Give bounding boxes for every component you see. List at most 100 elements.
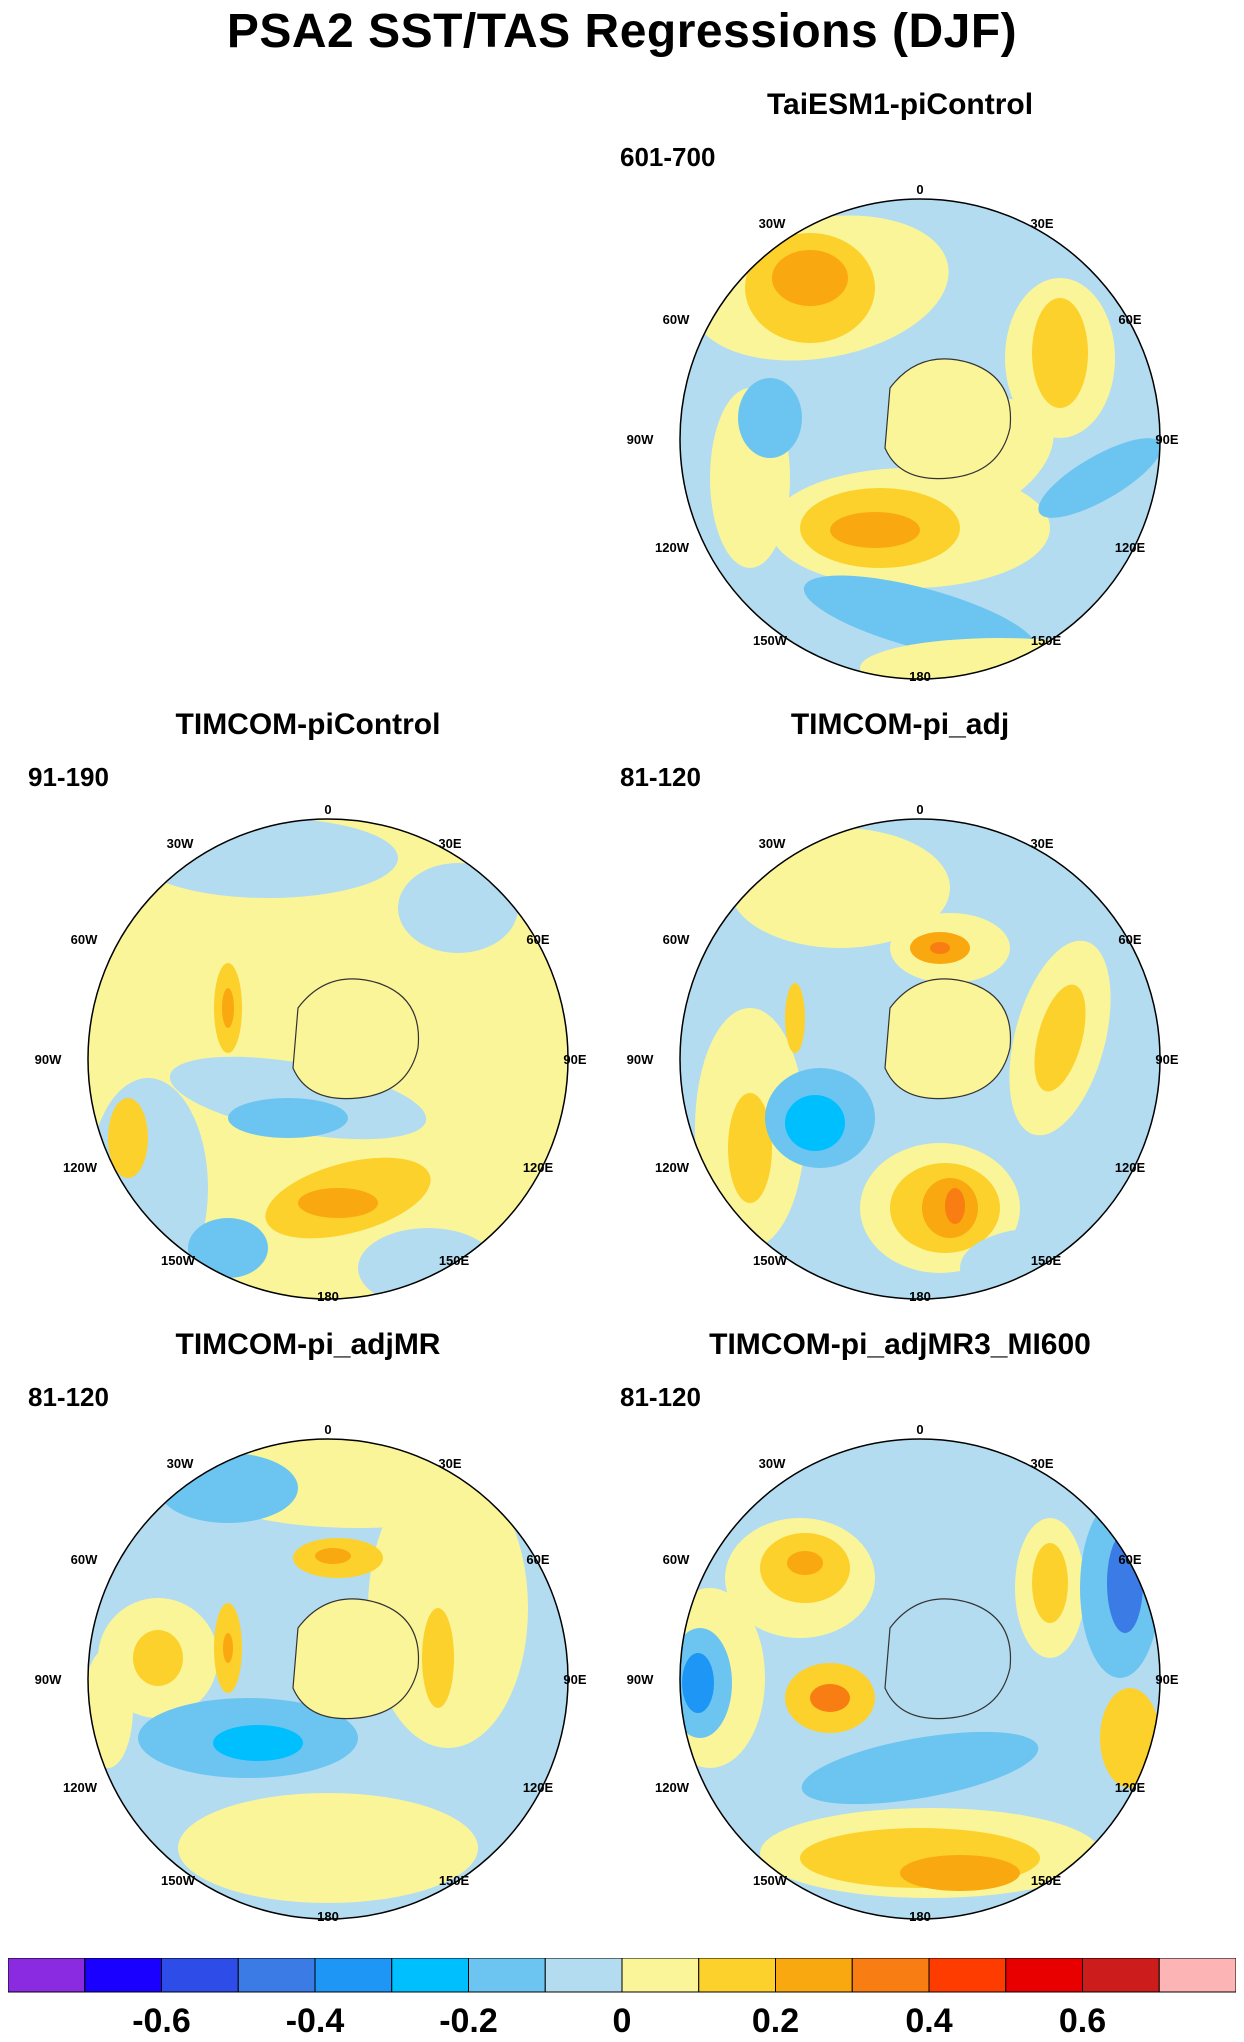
lon-label: 60E [1118,932,1141,947]
lon-label: 60W [663,1552,690,1567]
colorbar-swatch [1158,1957,1237,1993]
lon-label: 60E [1118,312,1141,327]
lon-label: 150W [753,633,788,648]
lon-label: 180 [909,669,931,684]
lon-label: 120E [523,1780,554,1795]
lon-label: 150W [161,1873,196,1888]
map-panel-timcom-picontrol: TIMCOM-piControl 91-190 0 30E 60E 90E 12… [28,708,588,1328]
colorbar-tick-label: 0.4 [905,2002,952,2036]
lon-label: 90E [1155,1672,1178,1687]
colorbar: -0.6 -0.4 -0.2 0 0.2 0.4 0.6 [7,1957,1237,2040]
panel-year-range: 601-700 [620,142,716,172]
lon-label: 30E [1030,1456,1053,1471]
colorbar-swatch [84,1957,162,1993]
colorbar-swatch [468,1957,546,1993]
colorbar-tick-label: 0.6 [1059,2002,1106,2036]
lon-label: 150E [1031,633,1062,648]
lon-label: 180 [909,1289,931,1304]
lon-label: 60W [663,312,690,327]
lon-label: 0 [324,802,331,817]
lon-label: 90W [627,1052,654,1067]
lon-label: 60W [71,932,98,947]
colorbar-swatch [775,1957,853,1993]
colorbar-swatch [1005,1957,1083,1993]
lon-label: 60E [526,1552,549,1567]
lon-label: 150E [439,1253,470,1268]
lon-label: 60E [526,932,549,947]
panel-title: TIMCOM-pi_adj [790,708,1010,741]
panel-year-range: 91-190 [28,762,109,792]
lon-label: 150E [1031,1873,1062,1888]
lon-label: 120W [655,1160,690,1175]
panel-title: TIMCOM-pi_adjMR [175,1328,441,1361]
lon-label: 0 [916,1422,923,1437]
colorbar-swatch [621,1957,700,1993]
lon-label: 120W [63,1160,98,1175]
lon-label: 120E [1115,540,1146,555]
lon-label: 90E [1155,1052,1178,1067]
polar-map: 0 30E 60E 90E 120E 150E 180 150W 120W 90… [627,1422,1179,1924]
lon-label: 30E [1030,836,1053,851]
lon-label: 60W [663,932,690,947]
lon-label: 90W [627,432,654,447]
lon-label: 60W [71,1552,98,1567]
lon-label: 150W [161,1253,196,1268]
lon-label: 120W [655,540,690,555]
lon-label: 180 [317,1909,339,1924]
lon-label: 120E [1115,1160,1146,1175]
lon-label: 150E [439,1873,470,1888]
colorbar-swatch [391,1957,469,1993]
lon-label: 0 [916,182,923,197]
colorbar-swatch [237,1957,316,1993]
lon-label: 120W [63,1780,98,1795]
colorbar-swatch [314,1957,393,1993]
lon-label: 90W [627,1672,654,1687]
colorbar-tick-label: -0.6 [132,2002,191,2036]
lon-label: 0 [324,1422,331,1437]
colorbar-scale: -0.6 -0.4 -0.2 0 0.2 0.4 0.6 [7,1957,1237,2040]
polar-map: 0 30E 60E 90E 120E 150E 180 150W 120W 90… [627,182,1179,684]
colorbar-swatch [1082,1957,1160,1993]
lon-label: 90W [35,1052,62,1067]
colorbar-tick-label: 0 [613,2002,632,2036]
colorbar-swatch [544,1957,623,1993]
lon-label: 120W [655,1780,690,1795]
panel-title: TIMCOM-piControl [175,708,441,741]
polar-map: 0 30E 60E 90E 120E 150E 180 150W 120W 90… [627,802,1179,1304]
lon-label: 30W [759,216,786,231]
lon-label: 90E [1155,432,1178,447]
lon-label: 90E [563,1672,586,1687]
lon-label: 30W [167,1456,194,1471]
lon-label: 180 [909,1909,931,1924]
lon-label: 90W [35,1672,62,1687]
colorbar-swatch [161,1957,239,1993]
lon-label: 30E [438,1456,461,1471]
lon-label: 30E [1030,216,1053,231]
lon-label: 90E [563,1052,586,1067]
colorbar-swatch [7,1957,86,1993]
lon-label: 150E [1031,1253,1062,1268]
lon-label: 0 [916,802,923,817]
colorbar-tick-label: 0.2 [752,2002,799,2036]
lon-label: 120E [1115,1780,1146,1795]
lon-label: 30E [438,836,461,851]
lon-label: 150W [753,1253,788,1268]
lon-label: 150W [753,1873,788,1888]
lon-label: 120E [523,1160,554,1175]
colorbar-tick-label: -0.4 [286,2002,345,2036]
lon-label: 30W [167,836,194,851]
panel-title: TaiESM1-piControl [766,88,1034,121]
panel-title: TIMCOM-pi_adjMR3_MI600 [709,1328,1091,1361]
lon-label: 30W [759,1456,786,1471]
panel-year-range: 81-120 [620,1382,701,1412]
map-panel-timcom-pi-adj: TIMCOM-pi_adj 81-120 0 30E [620,708,1180,1328]
polar-map: 0 30E 60E 90E 120E 150E 180 150W 120W 90… [35,802,587,1304]
panel-year-range: 81-120 [620,762,701,792]
lon-label: 180 [317,1289,339,1304]
colorbar-swatch [928,1957,1007,1993]
polar-map: 0 30E 60E 90E 120E 150E 180 150W 120W 90… [35,1422,587,1924]
panel-year-range: 81-120 [28,1382,109,1412]
map-panel-timcom-pi-adjmr3-mi600: TIMCOM-pi_adjMR3_MI600 81-120 0 [620,1328,1180,1948]
map-panel-taiesm1: TaiESM1-piControl 601-700 0 30E 60E [620,88,1180,708]
colorbar-tick-label: -0.2 [439,2002,498,2036]
